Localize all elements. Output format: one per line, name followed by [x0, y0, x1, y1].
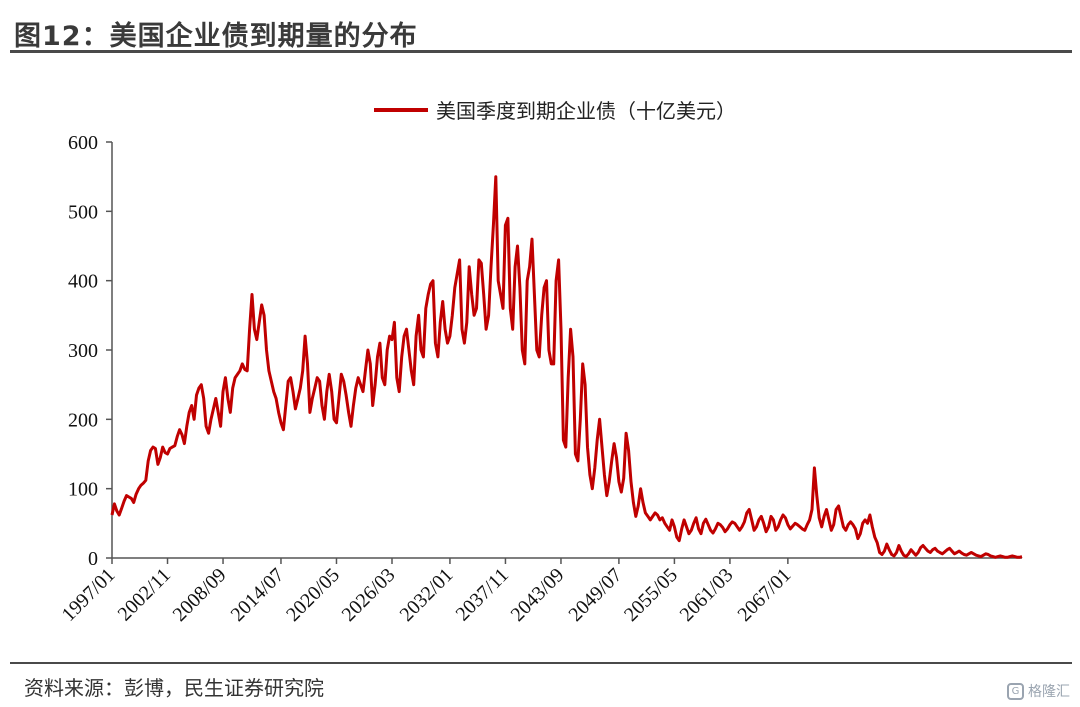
x-tick-label: 2008/09 [169, 564, 231, 626]
y-tick-label: 400 [68, 271, 98, 293]
title-divider [10, 50, 1072, 53]
x-tick-label: 2043/09 [507, 564, 569, 626]
x-tick-label: 2067/01 [733, 564, 795, 626]
x-tick-label: 2032/01 [396, 564, 458, 626]
x-tick-label: 2055/05 [620, 564, 682, 626]
x-tick-label: 2026/03 [338, 564, 400, 626]
y-tick-label: 100 [68, 479, 98, 501]
x-tick-label: 2061/03 [676, 564, 738, 626]
x-tick-label: 2049/07 [565, 564, 627, 626]
y-tick-label: 500 [68, 201, 98, 223]
y-tick-label: 300 [68, 340, 98, 362]
y-tick-label: 0 [88, 548, 98, 570]
x-axis: 1997/012002/112008/092014/072020/052026/… [58, 557, 1022, 626]
y-tick-label: 600 [68, 132, 98, 154]
watermark-logo-icon: G [1007, 682, 1024, 700]
x-tick-label: 2014/07 [227, 564, 289, 626]
series-line [110, 175, 1023, 559]
x-tick-label: 2002/11 [114, 564, 175, 625]
chart-legend: 美国季度到期企业债（十亿美元） [374, 99, 736, 123]
source-note: 资料来源：彭博，民生证券研究院 [24, 676, 324, 700]
x-tick-label: 2020/05 [282, 564, 344, 626]
legend-label: 美国季度到期企业债（十亿美元） [436, 99, 736, 123]
x-tick-label: 2037/11 [452, 564, 513, 625]
y-axis: 0 100 200 300 400 500 600 [68, 132, 113, 570]
y-tick-label: 200 [68, 409, 98, 431]
watermark: G 格隆汇 [1007, 681, 1070, 701]
chart: 美国季度到期企业债（十亿美元） 0 100 200 300 400 500 600 1997… [58, 99, 1023, 626]
plot-area [110, 175, 1023, 559]
footer-divider [10, 662, 1072, 664]
watermark-text: 格隆汇 [1028, 684, 1070, 700]
x-tick-label: 1997/01 [58, 564, 120, 626]
figure-title: 图12：美国企业债到期量的分布 [14, 21, 418, 52]
